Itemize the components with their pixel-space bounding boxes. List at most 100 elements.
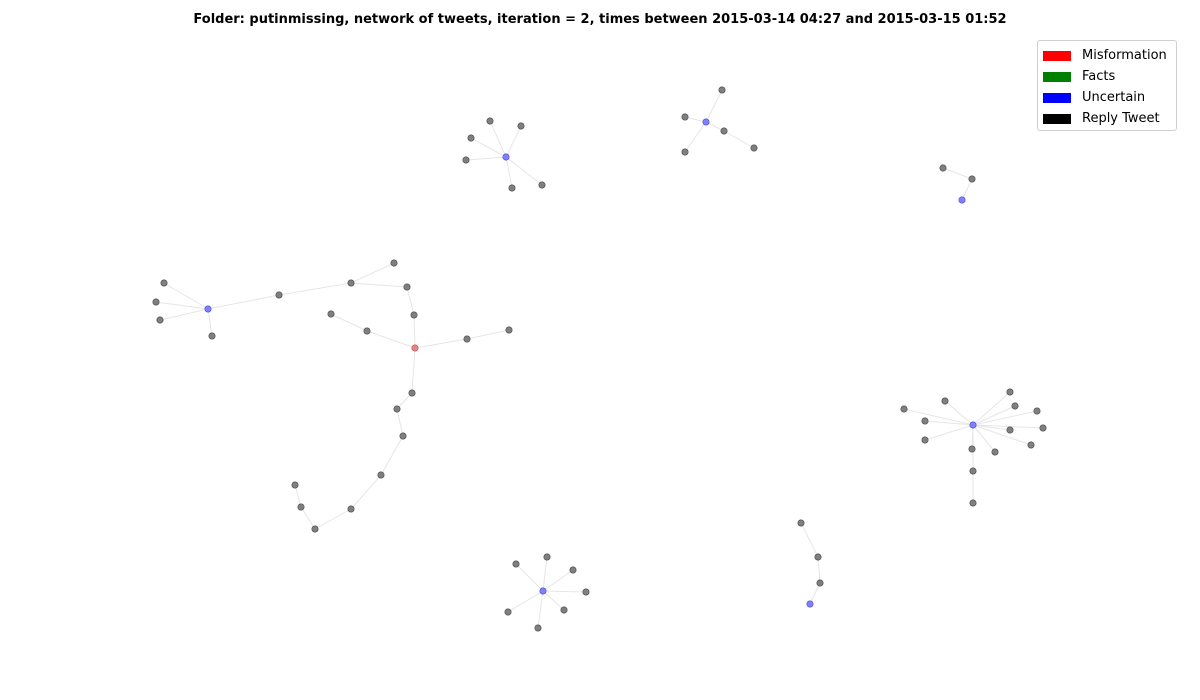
reply-tweet-node [399, 432, 407, 440]
network-edge [366, 330, 416, 349]
reply-tweet-node [814, 553, 822, 561]
chart-title: Folder: putinmissing, network of tweets,… [193, 12, 1007, 27]
network-edge [350, 474, 382, 510]
reply-tweet-node [921, 417, 929, 425]
reply-tweet-node [921, 436, 929, 444]
reply-tweet-node [327, 310, 335, 318]
reply-tweet-node [467, 134, 475, 142]
network-edge [505, 156, 543, 186]
network-edge [350, 262, 395, 284]
legend-swatch-uncertain [1043, 92, 1071, 103]
reply-tweet-node [486, 117, 494, 125]
reply-tweet-node [569, 566, 577, 574]
network-edge [159, 308, 209, 321]
reply-tweet-node [517, 122, 525, 130]
reply-tweet-node [816, 579, 824, 587]
reply-tweet-node [991, 448, 999, 456]
reply-tweet-node [297, 503, 305, 511]
reply-tweet-node [750, 144, 758, 152]
reply-tweet-node [393, 405, 401, 413]
reply-tweet-node [311, 525, 319, 533]
reply-tweet-node [968, 175, 976, 183]
network-edge [380, 435, 404, 476]
uncertain-tweet-node [958, 196, 966, 204]
network-edge [924, 424, 974, 441]
reply-tweet-node [538, 181, 546, 189]
network-edge [294, 484, 302, 508]
network-edge [314, 508, 352, 530]
reply-tweet-node [347, 279, 355, 287]
network-edge [903, 408, 974, 426]
network-edge [406, 286, 415, 316]
reply-tweet-node [1033, 407, 1041, 415]
network-edge [972, 424, 1032, 446]
reply-tweet-node [275, 291, 283, 299]
uncertain-tweet-node [502, 153, 510, 161]
network-edge [705, 89, 723, 123]
reply-tweet-node [505, 326, 513, 334]
uncertain-tweet-node [806, 600, 814, 608]
uncertain-tweet-node [702, 118, 710, 126]
reply-tweet-node [543, 553, 551, 561]
network-edge [972, 405, 1016, 426]
reply-tweet-node [403, 283, 411, 291]
network-edge [470, 137, 507, 158]
network-edge [507, 590, 544, 613]
network-edge [396, 408, 404, 437]
network-edge [300, 506, 316, 530]
reply-tweet-node [363, 327, 371, 335]
network-edge [809, 582, 821, 605]
legend-swatch-facts [1043, 71, 1071, 82]
legend-item-reply-tweet: Reply Tweet [1038, 108, 1176, 129]
uncertain-tweet-node [204, 305, 212, 313]
reply-tweet-node [560, 606, 568, 614]
network-edge [350, 282, 408, 288]
reply-tweet-node [1011, 402, 1019, 410]
reply-tweet-node [681, 148, 689, 156]
reply-tweet-node [463, 335, 471, 343]
network-edge [924, 420, 974, 426]
reply-tweet-node [208, 332, 216, 340]
network-edge [817, 556, 821, 584]
reply-tweet-node [1039, 424, 1047, 432]
reply-tweet-node [1027, 441, 1035, 449]
reply-tweet-node [969, 499, 977, 507]
network-edge [207, 308, 213, 337]
network-edge [414, 338, 468, 349]
network-edge [330, 313, 368, 332]
reply-tweet-node [390, 259, 398, 267]
reply-tweet-node [720, 127, 728, 135]
reply-tweet-node [152, 298, 160, 306]
network-edge [542, 569, 574, 592]
reply-tweet-node [941, 397, 949, 405]
network-edge [207, 294, 280, 310]
network-edge [961, 178, 973, 201]
legend: Misformation Facts Uncertain Reply Tweet [1037, 40, 1177, 131]
legend-item-facts: Facts [1038, 66, 1176, 87]
network-edge [411, 347, 416, 394]
reply-tweet-node [291, 481, 299, 489]
legend-label-reply-tweet: Reply Tweet [1082, 111, 1160, 126]
reply-tweet-node [582, 588, 590, 596]
network-edge [800, 522, 819, 558]
network-edge [684, 121, 707, 153]
reply-tweet-node [160, 279, 168, 287]
reply-tweet-node [797, 519, 805, 527]
reply-tweet-node [462, 156, 470, 164]
reply-tweet-node [410, 311, 418, 319]
network-edge [542, 556, 548, 592]
reply-tweet-node [508, 184, 516, 192]
network-edge [505, 156, 513, 189]
network-edge [396, 392, 413, 410]
legend-label-misformation: Misformation [1082, 48, 1167, 63]
reply-tweet-node [968, 445, 976, 453]
network-edge [944, 400, 974, 426]
network-edge [466, 329, 510, 340]
legend-item-misformation: Misformation [1038, 45, 1176, 66]
reply-tweet-node [681, 113, 689, 121]
reply-tweet-node [939, 164, 947, 172]
network-edge [515, 563, 544, 592]
network-edge [278, 282, 352, 296]
network-edge [505, 125, 522, 158]
